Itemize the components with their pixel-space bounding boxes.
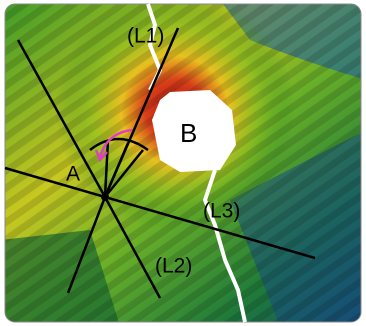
point-a (101, 193, 109, 201)
label-l1: (L1) (127, 25, 164, 48)
label-l2: (L2) (155, 255, 192, 278)
label-b: B (180, 118, 197, 148)
page: (L1) B A (L3) (L2) (() => { const data =… (0, 0, 366, 326)
label-a: A (66, 163, 80, 186)
label-l3: (L3) (203, 200, 240, 223)
figure: (L1) B A (L3) (L2) (0, 0, 366, 326)
